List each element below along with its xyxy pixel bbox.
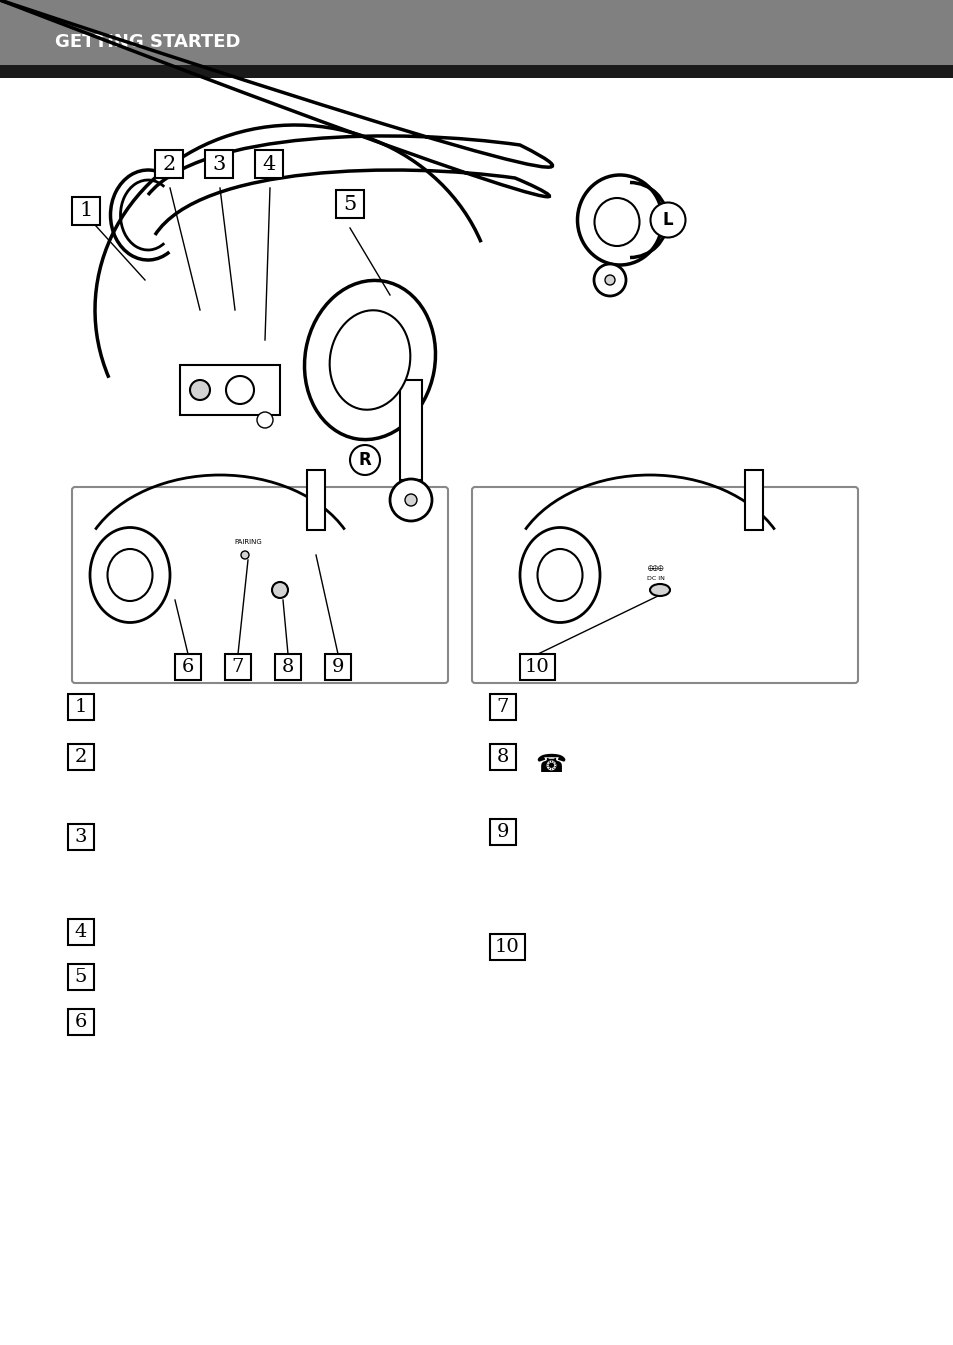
Text: 2: 2 bbox=[74, 748, 87, 767]
FancyBboxPatch shape bbox=[274, 654, 301, 681]
Text: 8: 8 bbox=[497, 748, 509, 767]
Ellipse shape bbox=[190, 381, 210, 399]
Text: 10: 10 bbox=[495, 937, 519, 956]
Bar bbox=[180, 364, 280, 416]
FancyBboxPatch shape bbox=[68, 744, 94, 769]
Ellipse shape bbox=[272, 582, 288, 599]
FancyBboxPatch shape bbox=[490, 819, 516, 845]
Text: 7: 7 bbox=[232, 658, 244, 677]
Ellipse shape bbox=[537, 549, 582, 601]
Ellipse shape bbox=[604, 274, 615, 285]
Bar bbox=[307, 469, 325, 530]
Ellipse shape bbox=[241, 551, 249, 560]
Text: 9: 9 bbox=[497, 823, 509, 841]
Text: 5: 5 bbox=[343, 195, 356, 214]
Text: 4: 4 bbox=[74, 923, 87, 941]
Text: DC IN: DC IN bbox=[646, 576, 664, 581]
Text: PAIRING: PAIRING bbox=[233, 539, 262, 545]
Ellipse shape bbox=[649, 584, 669, 596]
Ellipse shape bbox=[108, 549, 152, 601]
FancyBboxPatch shape bbox=[490, 933, 524, 960]
Text: R: R bbox=[358, 451, 371, 469]
Ellipse shape bbox=[350, 445, 379, 475]
Ellipse shape bbox=[256, 412, 273, 428]
Ellipse shape bbox=[594, 264, 625, 296]
Ellipse shape bbox=[405, 494, 416, 506]
Text: 10: 10 bbox=[524, 658, 549, 677]
FancyBboxPatch shape bbox=[205, 151, 233, 178]
Ellipse shape bbox=[577, 175, 661, 265]
Ellipse shape bbox=[90, 527, 170, 623]
FancyBboxPatch shape bbox=[154, 151, 183, 178]
FancyBboxPatch shape bbox=[68, 964, 94, 990]
Ellipse shape bbox=[650, 203, 685, 238]
Text: 9: 9 bbox=[332, 658, 344, 677]
Ellipse shape bbox=[304, 280, 436, 440]
FancyBboxPatch shape bbox=[68, 1009, 94, 1036]
FancyBboxPatch shape bbox=[225, 654, 251, 681]
Ellipse shape bbox=[390, 479, 432, 521]
FancyBboxPatch shape bbox=[490, 744, 516, 769]
Text: 7: 7 bbox=[497, 698, 509, 716]
FancyBboxPatch shape bbox=[490, 694, 516, 720]
Text: 6: 6 bbox=[182, 658, 194, 677]
FancyBboxPatch shape bbox=[335, 190, 364, 218]
Ellipse shape bbox=[330, 311, 410, 410]
Bar bbox=[0, 0, 953, 65]
Bar bbox=[744, 469, 762, 530]
Text: 8: 8 bbox=[281, 658, 294, 677]
FancyBboxPatch shape bbox=[254, 151, 283, 178]
Text: GETTING STARTED: GETTING STARTED bbox=[55, 34, 240, 51]
Text: 5: 5 bbox=[74, 968, 87, 986]
Ellipse shape bbox=[519, 527, 599, 623]
Text: 4: 4 bbox=[262, 155, 275, 174]
Text: ⨁⨁⨁: ⨁⨁⨁ bbox=[647, 565, 663, 570]
Bar bbox=[399, 381, 421, 480]
Text: 2: 2 bbox=[162, 155, 175, 174]
Text: 1: 1 bbox=[74, 698, 87, 716]
FancyBboxPatch shape bbox=[71, 487, 448, 683]
Ellipse shape bbox=[226, 377, 253, 404]
FancyBboxPatch shape bbox=[472, 487, 857, 683]
Text: 3: 3 bbox=[74, 829, 87, 846]
Bar bbox=[0, 65, 953, 78]
Text: 1: 1 bbox=[79, 202, 92, 221]
Text: 3: 3 bbox=[213, 155, 226, 174]
Text: 6: 6 bbox=[74, 1013, 87, 1032]
FancyBboxPatch shape bbox=[68, 919, 94, 946]
Ellipse shape bbox=[594, 198, 639, 246]
Text: L: L bbox=[662, 211, 673, 229]
FancyBboxPatch shape bbox=[68, 694, 94, 720]
FancyBboxPatch shape bbox=[325, 654, 351, 681]
FancyBboxPatch shape bbox=[71, 196, 100, 225]
FancyBboxPatch shape bbox=[68, 824, 94, 850]
FancyBboxPatch shape bbox=[174, 654, 201, 681]
FancyBboxPatch shape bbox=[519, 654, 555, 681]
Text: ☎: ☎ bbox=[535, 753, 565, 777]
